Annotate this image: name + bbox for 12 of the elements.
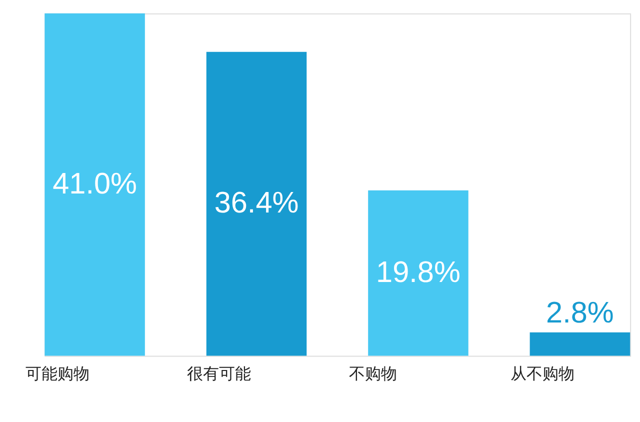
bar	[44, 13, 145, 356]
x-tick-label: 不购物	[348, 364, 397, 384]
bar	[530, 332, 630, 356]
x-tick-label: 从不购物	[510, 364, 574, 384]
x-tick-label: 很有可能	[187, 364, 252, 384]
data-label: 36.4%	[214, 186, 299, 220]
bar	[206, 52, 307, 356]
data-label: 41.0%	[52, 168, 137, 201]
data-label: 19.8%	[376, 256, 460, 290]
x-tick-label: 可能购物	[25, 364, 90, 384]
bar	[368, 190, 468, 356]
data-label: 2.8%	[546, 296, 614, 330]
